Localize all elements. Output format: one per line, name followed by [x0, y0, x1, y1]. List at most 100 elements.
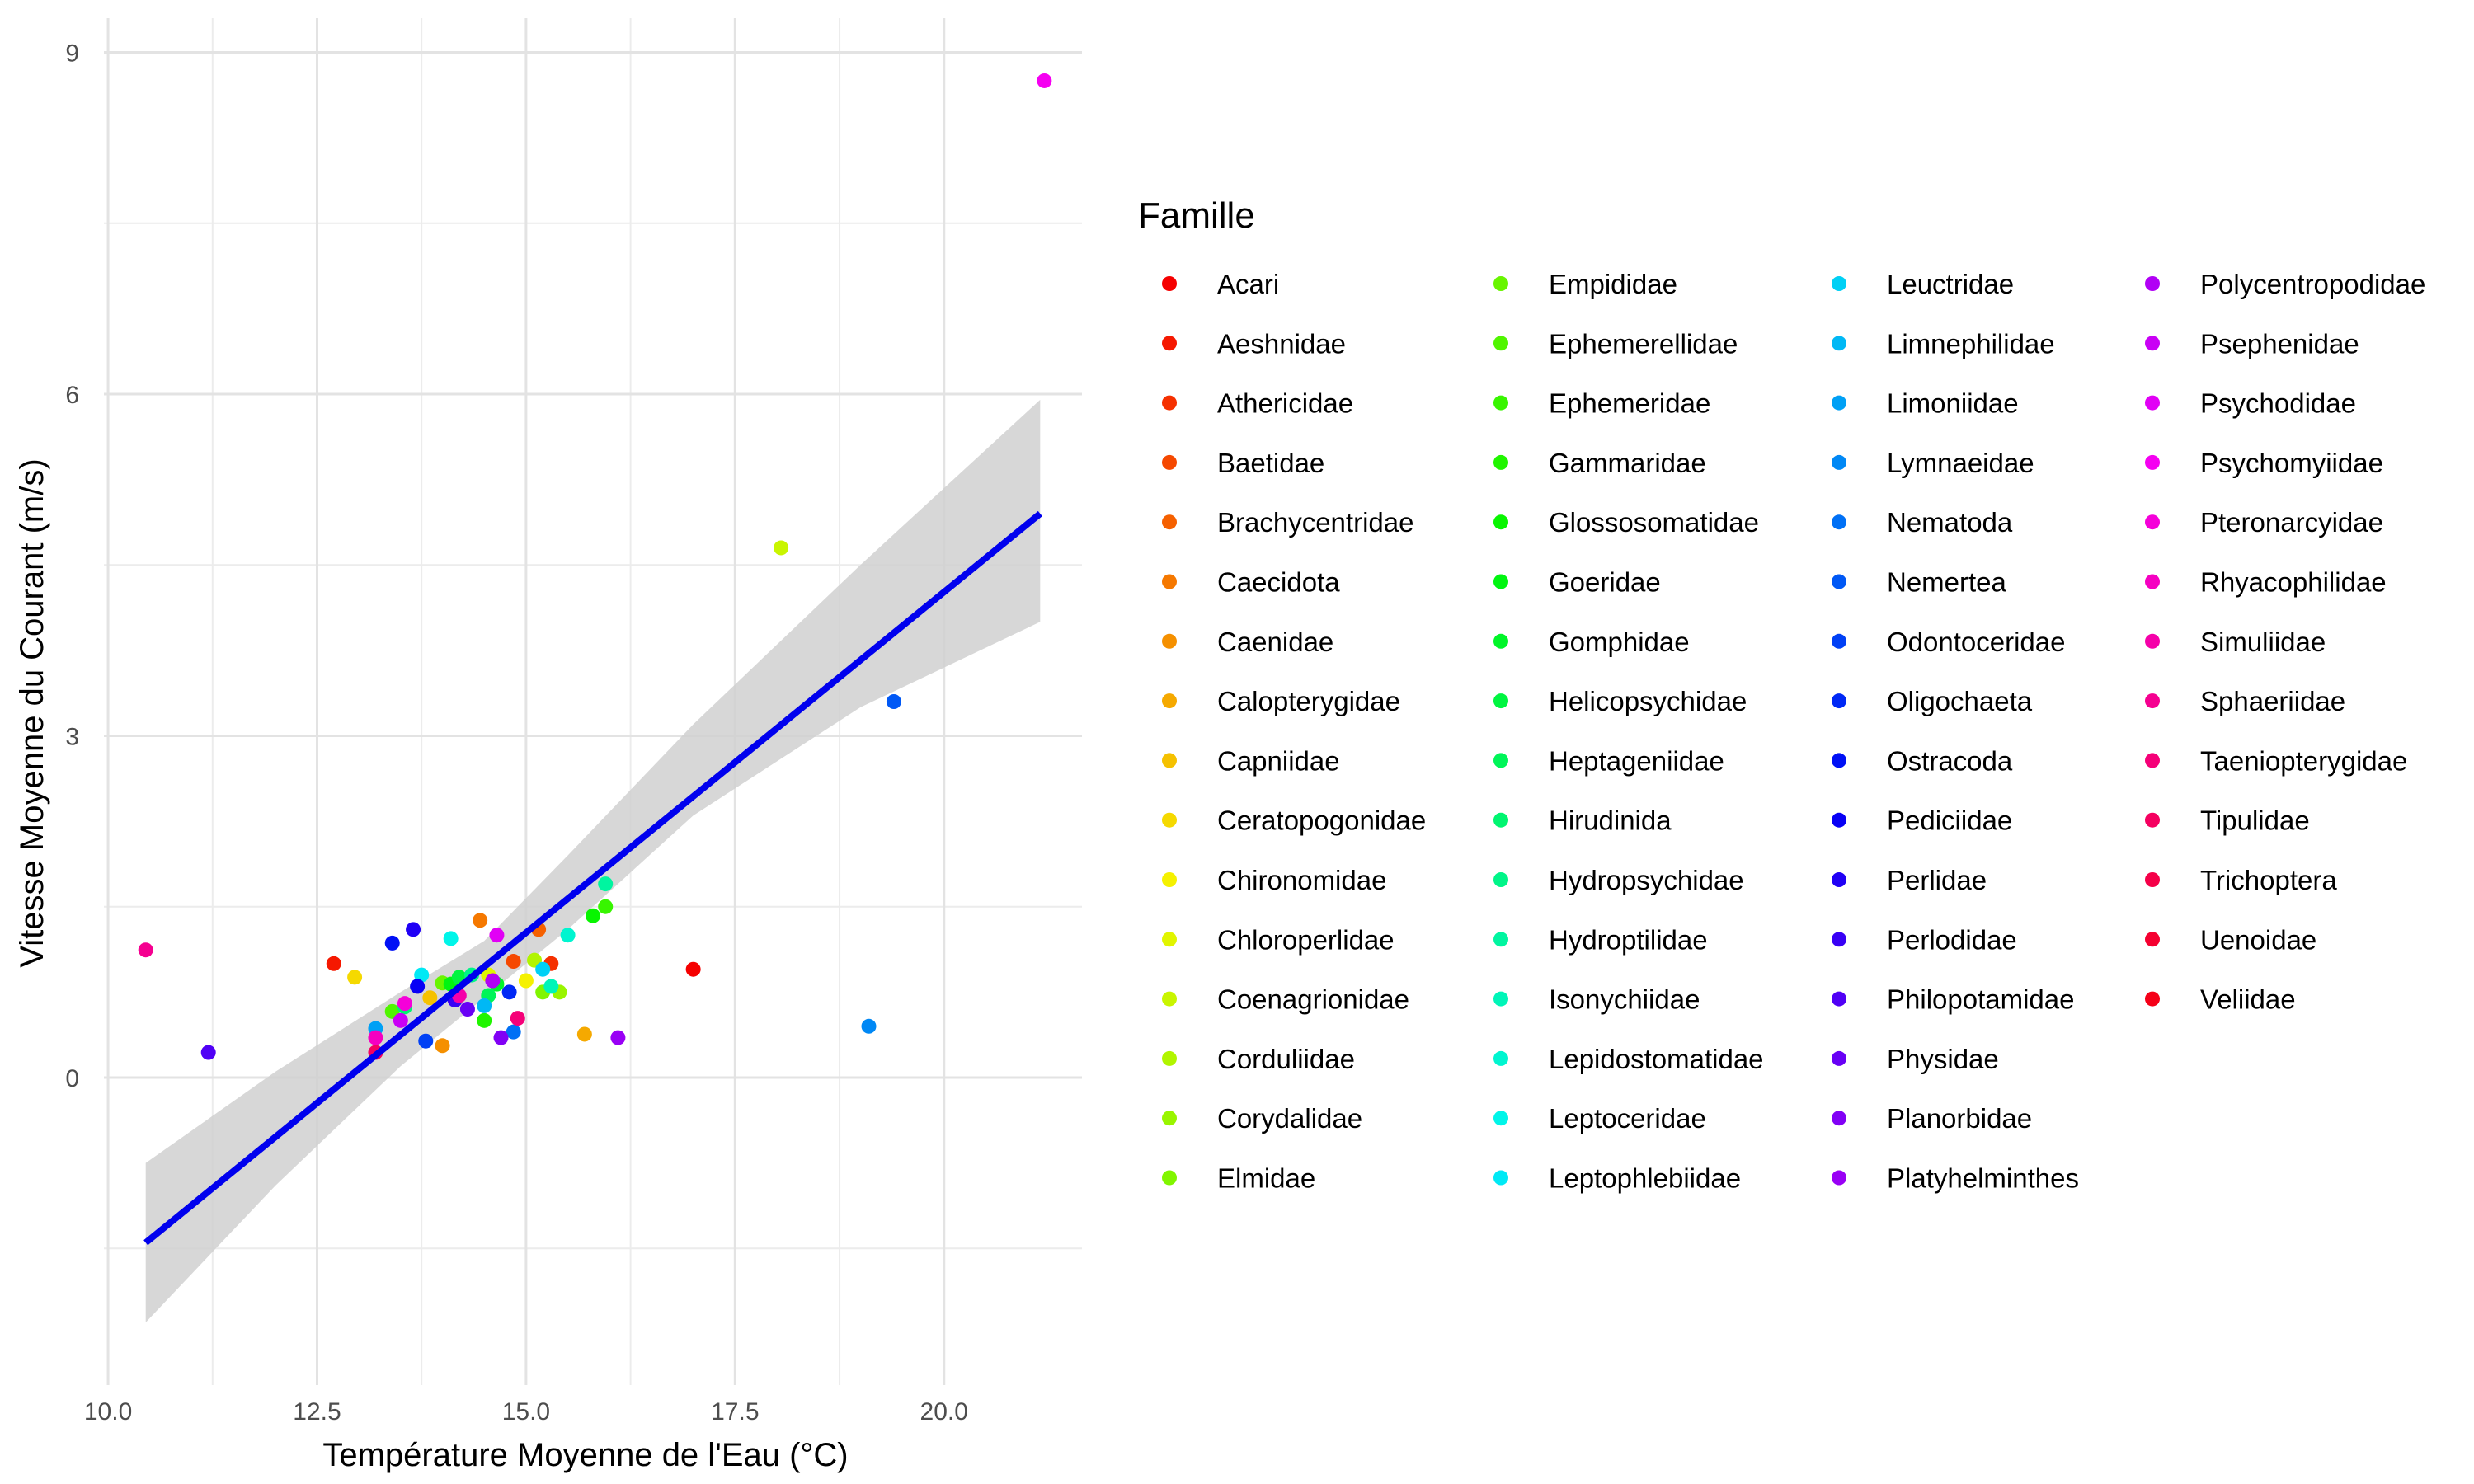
legend-key-chironomidae — [1162, 872, 1177, 887]
legend-label-heptageniidae: Heptageniidae — [1549, 745, 1724, 776]
legend-key-leuctridae — [1832, 276, 1846, 291]
data-point-rhyacophilidae — [368, 1030, 383, 1045]
legend-key-psephenidae — [2145, 336, 2160, 351]
x-axis-title: Température Moyenne de l'Eau (°C) — [322, 1437, 848, 1473]
legend-title: Famille — [1138, 195, 1255, 236]
legend-label-empididae: Empididae — [1549, 269, 1677, 299]
legend-key-ephemeridae — [1493, 395, 1508, 411]
legend-label-ostracoda: Ostracoda — [1887, 745, 2013, 776]
legend-label-lepidostomatidae: Lepidostomatidae — [1549, 1044, 1764, 1074]
legend-label-psephenidae: Psephenidae — [2200, 328, 2359, 359]
legend-label-glossosomatidae: Glossosomatidae — [1549, 507, 1759, 538]
legend-key-limoniidae — [1832, 395, 1846, 411]
legend-label-baetidae: Baetidae — [1217, 448, 1324, 478]
legend-key-nemertea — [1832, 574, 1846, 589]
legend-key-capniidae — [1162, 753, 1177, 768]
legend-label-limoniidae: Limoniidae — [1887, 388, 2019, 419]
legend-label-nematoda: Nematoda — [1887, 507, 2013, 538]
legend-key-planorbidae — [1832, 1111, 1846, 1126]
legend-label-aeshnidae: Aeshnidae — [1217, 328, 1346, 359]
legend-label-trichoptera: Trichoptera — [2200, 865, 2337, 895]
data-point-gammaridae — [477, 1012, 492, 1028]
legend-key-gammaridae — [1493, 454, 1508, 470]
legend-label-gammaridae: Gammaridae — [1549, 448, 1706, 478]
minor-gridlines — [104, 18, 1082, 1385]
y-axis-ticks: 0 3 6 9 — [65, 40, 79, 1092]
legend-key-leptoceridae — [1493, 1111, 1508, 1126]
legend-key-ephemerellidae — [1493, 336, 1508, 351]
legend-key-trichoptera — [2145, 872, 2160, 887]
legend-key-calopterygidae — [1162, 693, 1177, 709]
legend-key-oligochaeta — [1832, 693, 1846, 709]
legend: Acari Aeshnidae Athericidae Baetidae Brachyc… — [1162, 269, 2425, 1194]
legend-label-corydalidae: Corydalidae — [1217, 1103, 1362, 1134]
legend-label-perlodidae: Perlodidae — [1887, 924, 2017, 955]
data-point-platyhelminthes — [610, 1030, 626, 1045]
legend-label-helicopsychidae: Helicopsychidae — [1549, 686, 1747, 716]
y-tick-label: 9 — [65, 40, 79, 67]
legend-key-hydroptilidae — [1493, 932, 1508, 947]
legend-label-odontoceridae: Odontoceridae — [1887, 627, 2065, 657]
y-tick-label: 3 — [65, 723, 79, 750]
legend-key-polycentropodidae — [2145, 276, 2160, 291]
data-point-ceratopogonidae — [347, 970, 363, 985]
legend-label-perlidae: Perlidae — [1887, 865, 1987, 895]
legend-key-aeshnidae — [1162, 336, 1177, 351]
data-point-polycentropodidae — [485, 973, 501, 989]
legend-label-uenoidae: Uenoidae — [2200, 924, 2316, 955]
data-point-caenidae — [435, 1038, 450, 1054]
data-point-taeniopterygidae — [510, 1011, 525, 1026]
y-tick-label: 0 — [65, 1065, 79, 1092]
legend-label-rhyacophilidae: Rhyacophilidae — [2200, 567, 2387, 598]
legend-key-ostracoda — [1832, 753, 1846, 768]
legend-label-pteronarcyidae: Pteronarcyidae — [2200, 507, 2383, 538]
legend-key-hirudinida — [1493, 812, 1508, 828]
legend-label-hydropsychidae: Hydropsychidae — [1549, 865, 1744, 895]
legend-label-chironomidae: Chironomidae — [1217, 865, 1386, 895]
data-point-acari — [685, 961, 701, 977]
legend-key-leptophlebiidae — [1493, 1170, 1508, 1186]
legend-label-planorbidae: Planorbidae — [1887, 1103, 2032, 1134]
legend-key-lepidostomatidae — [1493, 1050, 1508, 1066]
data-point-planorbidae — [493, 1030, 509, 1045]
x-tick-label: 15.0 — [502, 1398, 550, 1425]
legend-label-sphaeriidae: Sphaeriidae — [2200, 686, 2345, 716]
legend-key-goeridae — [1493, 574, 1508, 589]
data-point-chironomidae — [518, 973, 534, 989]
legend-key-taeniopterygidae — [2145, 753, 2160, 768]
legend-key-baetidae — [1162, 454, 1177, 470]
legend-label-corduliidae: Corduliidae — [1217, 1044, 1355, 1074]
legend-label-athericidae: Athericidae — [1217, 388, 1353, 419]
legend-key-ceratopogonidae — [1162, 812, 1177, 828]
legend-label-hirudinida: Hirudinida — [1549, 805, 1672, 836]
legend-key-psychodidae — [2145, 395, 2160, 411]
data-point-psephenidae — [393, 1012, 408, 1028]
legend-key-brachycentridae — [1162, 514, 1177, 530]
legend-key-nematoda — [1832, 514, 1846, 530]
legend-label-leptophlebiidae: Leptophlebiidae — [1549, 1163, 1741, 1194]
legend-label-polycentropodidae: Polycentropodidae — [2200, 269, 2425, 299]
legend-label-coenagrionidae: Coenagrionidae — [1217, 984, 1409, 1015]
legend-key-rhyacophilidae — [2145, 574, 2160, 589]
data-point-limnephilidae — [477, 998, 492, 1013]
data-point-lepidostomatidae — [560, 928, 576, 943]
regression-line — [143, 510, 1042, 1246]
data-point-philopotamidae — [200, 1045, 216, 1060]
legend-label-pediciidae: Pediciidae — [1887, 805, 2012, 836]
x-tick-label: 20.0 — [920, 1398, 968, 1425]
data-point-baetidae — [506, 954, 521, 970]
data-point-glossosomatidae — [586, 908, 600, 923]
legend-label-psychodidae: Psychodidae — [2200, 388, 2356, 419]
legend-key-lymnaeidae — [1832, 454, 1846, 470]
legend-label-hydroptilidae: Hydroptilidae — [1549, 924, 1708, 955]
data-point-ostracoda — [384, 935, 400, 951]
legend-label-leuctridae: Leuctridae — [1887, 269, 2014, 299]
legend-key-corduliidae — [1162, 1050, 1177, 1066]
legend-key-perlodidae — [1832, 932, 1846, 947]
legend-label-simuliidae: Simuliidae — [2200, 627, 2326, 657]
legend-label-physidae: Physidae — [1887, 1044, 1999, 1074]
data-point-pteronarcyidae — [397, 996, 412, 1012]
data-point-leuctridae — [535, 961, 551, 977]
legend-label-oligochaeta: Oligochaeta — [1887, 686, 2033, 716]
